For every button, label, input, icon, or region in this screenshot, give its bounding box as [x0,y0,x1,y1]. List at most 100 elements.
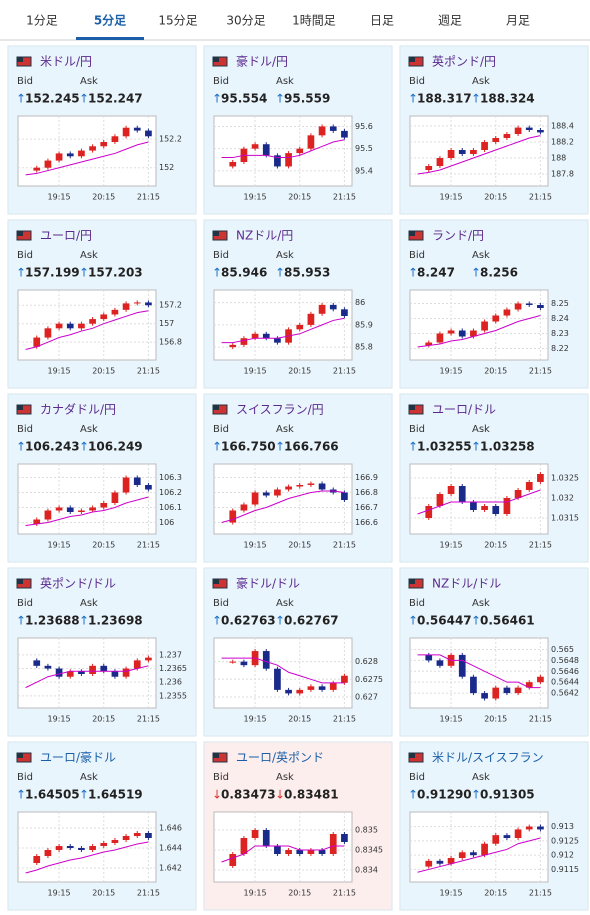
tab[interactable]: 日足 [370,14,394,28]
candle [537,130,544,133]
candle [492,687,500,699]
y-tick-label: 8.24 [551,314,569,323]
y-tick-label: 106.3 [159,473,182,482]
tab[interactable]: 1時間足 [292,14,336,28]
x-tick-label: 20:15 [92,889,115,898]
ask-label: Ask [472,76,490,87]
x-tick-label: 21:15 [137,889,160,898]
candle [229,162,237,167]
bid-label: Bid [213,424,229,435]
candle [470,150,477,154]
x-tick-label: 21:15 [333,193,356,202]
y-tick-label: 157.2 [159,301,182,310]
y-tick-label: 8.25 [551,299,569,308]
candle [447,330,455,334]
candle [285,486,292,490]
candle [66,846,74,848]
candle [44,665,52,669]
y-tick-label: 152.2 [159,135,182,144]
candle [78,671,85,674]
flag [17,579,23,584]
candle [122,668,130,677]
x-tick-label: 19:15 [244,715,267,724]
candle [318,304,326,314]
arrow: ↑ [275,92,285,106]
pair-name[interactable]: カナダドル/円 [40,402,116,417]
x-tick-label: 19:15 [440,193,463,202]
candle [33,337,41,347]
bid-label: Bid [409,424,425,435]
bid-value: 8.247 [417,266,455,280]
y-tick-label: 8.23 [551,329,569,338]
y-tick-label: 0.835 [355,826,378,835]
candle [240,661,248,666]
candle [470,676,477,694]
flag [17,753,23,758]
candle [318,686,326,690]
candle [503,498,511,514]
bid-label: Bid [213,772,229,783]
candle [66,507,74,512]
candle [78,150,85,157]
pair-name[interactable]: 英ポンド/ドル [40,577,116,591]
candle [458,150,466,154]
chart-area [409,811,549,883]
pair-name[interactable]: ユーロ/円 [40,229,92,243]
arrow: ↑ [16,614,26,628]
candle [458,486,466,502]
pair-name[interactable]: ランド/円 [432,229,484,243]
pair-name[interactable]: ユーロ/英ポンド [236,751,324,765]
x-tick-label: 21:15 [529,367,552,376]
pair-name[interactable]: NZドル/ドル [432,577,501,591]
x-tick-label: 19:15 [440,889,463,898]
candle [44,510,52,520]
pair-name[interactable]: ユーロ/ドル [432,403,496,417]
moving-average [25,496,149,526]
candle [492,315,500,322]
tab[interactable]: 15分足 [158,14,197,28]
candle [296,324,304,330]
pair-name[interactable]: 豪ドル/ドル [236,576,300,591]
tab[interactable]: 週足 [438,14,462,28]
bid-value: 1.03255 [417,440,472,454]
candle [122,127,130,137]
candle [329,834,337,854]
x-tick-label: 20:15 [288,541,311,550]
candle [307,850,315,854]
pair-name[interactable]: スイスフラン/円 [236,403,324,417]
x-tick-label: 20:15 [288,367,311,376]
candle [122,836,130,840]
y-tick-label: 106.1 [159,503,182,512]
moving-average [25,141,149,176]
ask-label: Ask [80,598,98,609]
ask-value: 85.953 [284,266,330,280]
candle [274,489,281,496]
x-tick-label: 19:15 [440,367,463,376]
pair-name[interactable]: 米ドル/円 [40,55,92,69]
ask-label: Ask [80,772,98,783]
chart-area [17,115,157,187]
tab[interactable]: 5分足 [94,13,126,28]
candle [470,502,477,510]
pair-name[interactable]: NZドル/円 [236,229,293,243]
pair-name[interactable]: 豪ドル/円 [236,54,288,69]
candle [89,319,96,324]
candle [525,482,533,490]
tab[interactable]: 月足 [506,14,530,28]
pair-name[interactable]: ユーロ/豪ドル [40,750,116,765]
y-tick-label: 0.913 [551,822,574,831]
chart-area [17,811,157,883]
tab[interactable]: 30分足 [226,14,265,28]
ask-label: Ask [472,598,490,609]
x-tick-label: 20:15 [288,715,311,724]
chart-area [409,463,549,535]
tab[interactable]: 1分足 [26,14,58,28]
x-tick-label: 19:15 [48,367,71,376]
pair-name[interactable]: 英ポンド/円 [432,55,496,69]
bid-value: 0.83473 [221,788,276,802]
pair-name[interactable]: 米ドル/スイスフラン [432,751,544,765]
y-tick-label: 188.4 [551,122,574,131]
x-tick-label: 21:15 [529,715,552,724]
arrow: ↑ [408,266,418,280]
